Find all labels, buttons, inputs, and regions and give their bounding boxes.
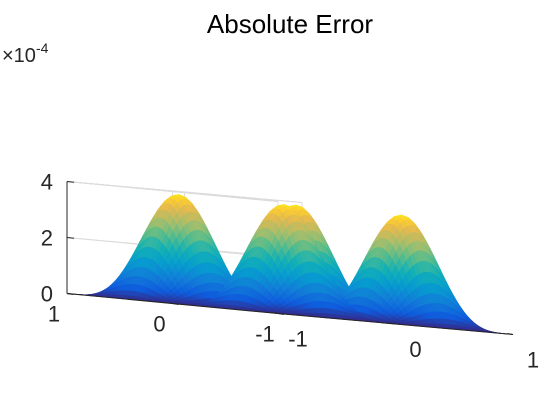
x-tick xyxy=(389,322,396,325)
z-tick-label: 2 xyxy=(41,226,53,251)
z-tick xyxy=(66,237,75,239)
y-tick-label: 1 xyxy=(48,302,60,327)
z-multiplier: ×10-4 xyxy=(2,40,49,67)
axes-front-lines xyxy=(66,181,514,335)
z-tick-label: 4 xyxy=(41,170,53,195)
x-tick xyxy=(271,312,279,314)
x-tick-label: 0 xyxy=(409,337,421,362)
y-tick xyxy=(277,313,285,315)
y-tick-label: -1 xyxy=(255,322,275,347)
y-tick-label: 0 xyxy=(153,312,165,337)
z-multiplier-base: ×10 xyxy=(2,45,36,67)
x-tick xyxy=(506,333,514,335)
surface-plot xyxy=(66,194,514,335)
z-tick-label: 0 xyxy=(41,282,53,307)
z-multiplier-exponent: -4 xyxy=(36,40,49,56)
y-tick xyxy=(66,293,74,295)
axis-labels: 024-1 0 1-101 xyxy=(41,170,539,373)
y-tick xyxy=(172,303,179,305)
z-tick xyxy=(66,181,75,183)
x-tick-label: 1 xyxy=(527,348,539,373)
chart-title: Absolute Error xyxy=(207,9,374,39)
x-tick-label: -1 xyxy=(288,327,308,352)
